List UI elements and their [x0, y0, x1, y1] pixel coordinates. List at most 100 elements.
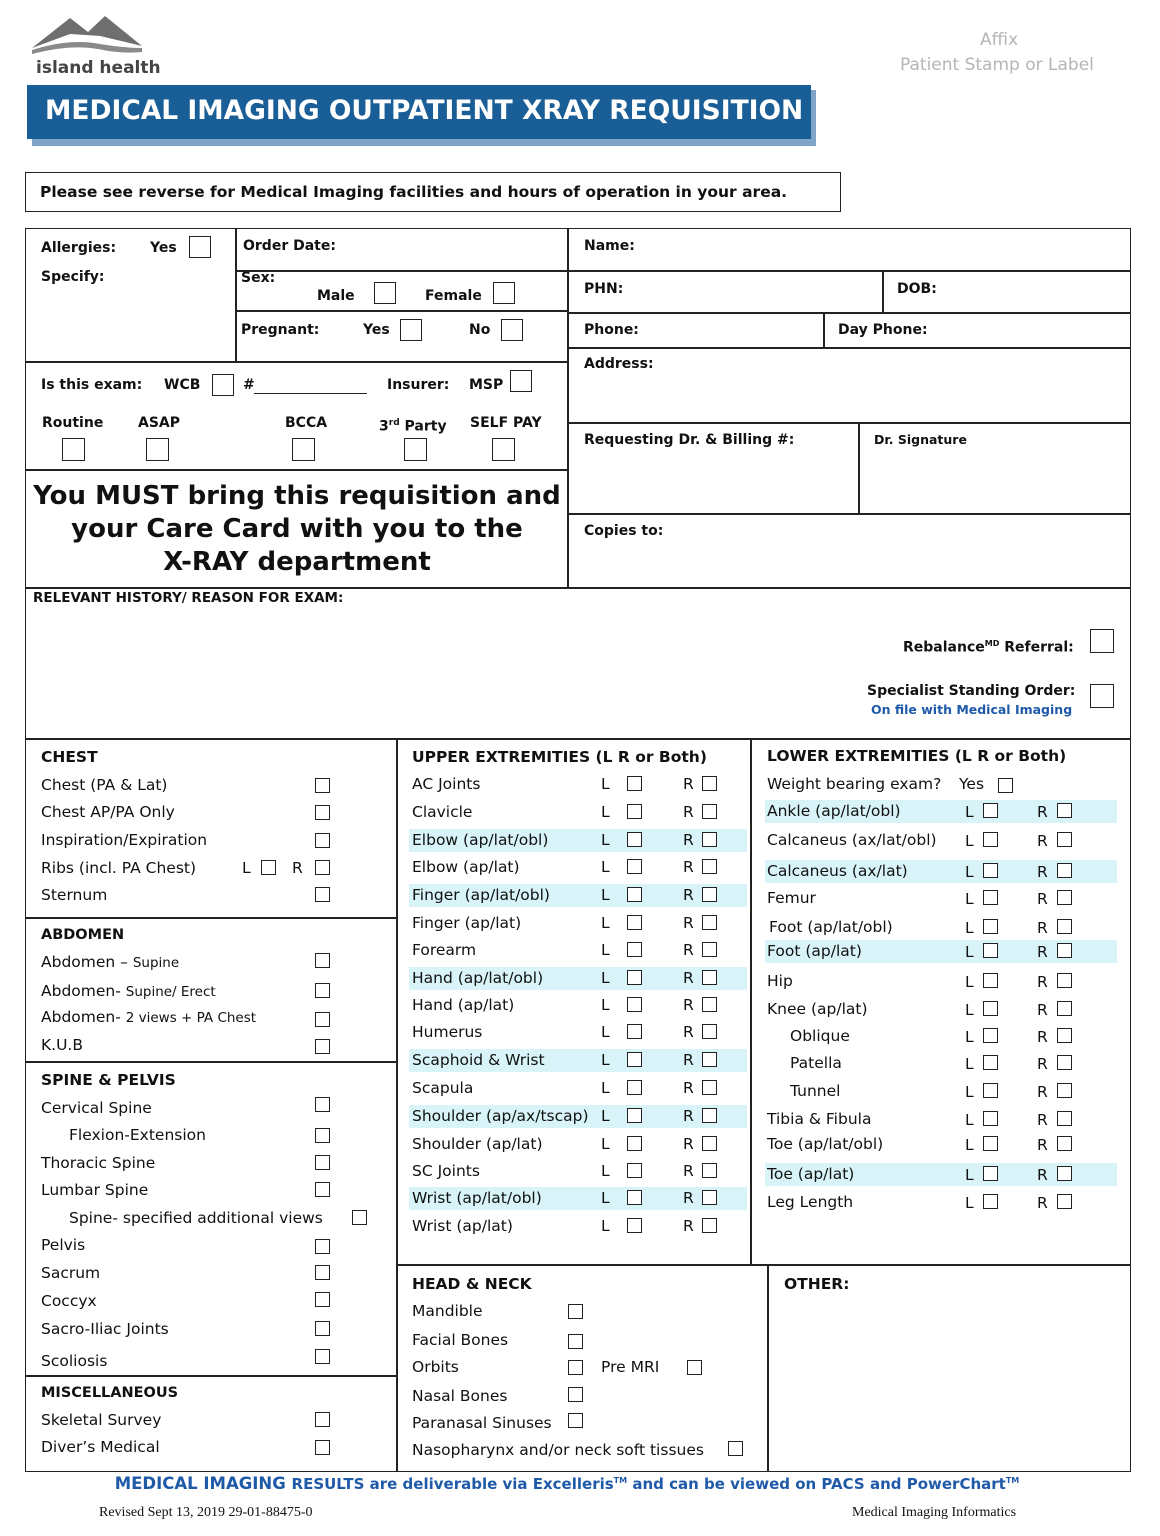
bcca-checkbox[interactable]	[292, 438, 315, 461]
lower-r-checkbox[interactable]	[1057, 1028, 1072, 1043]
upper-r-checkbox[interactable]	[702, 942, 717, 957]
pregnant-no-checkbox[interactable]	[501, 319, 523, 341]
spine-item-checkbox[interactable]	[352, 1210, 367, 1225]
upper-l-checkbox[interactable]	[627, 915, 642, 930]
spine-item-checkbox[interactable]	[315, 1265, 330, 1280]
abdomen-item-checkbox[interactable]	[315, 1012, 330, 1027]
allergies-yes-checkbox[interactable]	[189, 236, 211, 258]
upper-l-checkbox[interactable]	[627, 1163, 642, 1178]
upper-r-checkbox[interactable]	[702, 1024, 717, 1039]
upper-l-checkbox[interactable]	[627, 776, 642, 791]
lower-r-checkbox[interactable]	[1057, 943, 1072, 958]
wcb-number-line[interactable]	[254, 393, 367, 395]
upper-l-checkbox[interactable]	[627, 1052, 642, 1067]
upper-l-checkbox[interactable]	[627, 1108, 642, 1123]
abdomen-item-checkbox[interactable]	[315, 983, 330, 998]
upper-l-checkbox[interactable]	[627, 1218, 642, 1233]
chest-item-checkbox[interactable]	[315, 833, 330, 848]
ribs-r-checkbox[interactable]	[315, 860, 330, 875]
pre-mri-checkbox[interactable]	[687, 1360, 702, 1375]
abdomen-item-checkbox[interactable]	[315, 1039, 330, 1054]
spine-item-checkbox[interactable]	[315, 1292, 330, 1307]
lower-r-checkbox[interactable]	[1057, 1001, 1072, 1016]
rebalance-referral-checkbox[interactable]	[1090, 629, 1114, 653]
lower-l-checkbox[interactable]	[983, 1028, 998, 1043]
lower-l-checkbox[interactable]	[983, 919, 998, 934]
chest-item-checkbox[interactable]	[315, 887, 330, 902]
lower-l-checkbox[interactable]	[983, 1001, 998, 1016]
upper-l-checkbox[interactable]	[627, 1190, 642, 1205]
male-checkbox[interactable]	[374, 282, 396, 304]
spine-item-checkbox[interactable]	[315, 1239, 330, 1254]
lower-l-checkbox[interactable]	[983, 863, 998, 878]
lower-l-checkbox[interactable]	[983, 1136, 998, 1151]
lower-r-checkbox[interactable]	[1057, 1055, 1072, 1070]
upper-r-checkbox[interactable]	[702, 1080, 717, 1095]
spine-item-checkbox[interactable]	[315, 1321, 330, 1336]
head-item-checkbox[interactable]	[568, 1304, 583, 1319]
ribs-l-checkbox[interactable]	[261, 860, 276, 875]
upper-r-checkbox[interactable]	[702, 1163, 717, 1178]
chest-item-checkbox[interactable]	[315, 778, 330, 793]
chest-item-checkbox[interactable]	[315, 805, 330, 820]
head-item-checkbox[interactable]	[568, 1387, 583, 1402]
upper-r-checkbox[interactable]	[702, 997, 717, 1012]
misc-item-checkbox[interactable]	[315, 1412, 330, 1427]
lower-l-checkbox[interactable]	[983, 1166, 998, 1181]
spine-item-checkbox[interactable]	[315, 1349, 330, 1364]
upper-r-checkbox[interactable]	[702, 1136, 717, 1151]
spine-item-checkbox[interactable]	[315, 1182, 330, 1197]
upper-l-checkbox[interactable]	[627, 970, 642, 985]
lower-r-checkbox[interactable]	[1057, 919, 1072, 934]
upper-r-checkbox[interactable]	[702, 970, 717, 985]
upper-l-checkbox[interactable]	[627, 832, 642, 847]
upper-l-checkbox[interactable]	[627, 1080, 642, 1095]
upper-l-checkbox[interactable]	[627, 859, 642, 874]
upper-l-checkbox[interactable]	[627, 997, 642, 1012]
upper-r-checkbox[interactable]	[702, 859, 717, 874]
female-checkbox[interactable]	[493, 282, 515, 304]
lower-l-checkbox[interactable]	[983, 1083, 998, 1098]
upper-r-checkbox[interactable]	[702, 887, 717, 902]
upper-r-checkbox[interactable]	[702, 832, 717, 847]
upper-l-checkbox[interactable]	[627, 887, 642, 902]
lower-l-checkbox[interactable]	[983, 943, 998, 958]
lower-r-checkbox[interactable]	[1057, 863, 1072, 878]
lower-r-checkbox[interactable]	[1057, 832, 1072, 847]
weight-bearing-yes-checkbox[interactable]	[998, 778, 1013, 793]
head-item-checkbox[interactable]	[568, 1360, 583, 1375]
head-item-checkbox[interactable]	[568, 1334, 583, 1349]
spine-item-checkbox[interactable]	[315, 1097, 330, 1112]
lower-l-checkbox[interactable]	[983, 803, 998, 818]
msp-checkbox[interactable]	[510, 370, 532, 392]
lower-l-checkbox[interactable]	[983, 1111, 998, 1126]
upper-l-checkbox[interactable]	[627, 1136, 642, 1151]
lower-l-checkbox[interactable]	[983, 1194, 998, 1209]
head-item-checkbox[interactable]	[728, 1441, 743, 1456]
lower-r-checkbox[interactable]	[1057, 803, 1072, 818]
misc-item-checkbox[interactable]	[315, 1440, 330, 1455]
upper-l-checkbox[interactable]	[627, 1024, 642, 1039]
lower-l-checkbox[interactable]	[983, 832, 998, 847]
upper-r-checkbox[interactable]	[702, 915, 717, 930]
asap-checkbox[interactable]	[146, 438, 169, 461]
upper-r-checkbox[interactable]	[702, 1190, 717, 1205]
lower-r-checkbox[interactable]	[1057, 1083, 1072, 1098]
self-pay-checkbox[interactable]	[492, 438, 515, 461]
specialist-order-checkbox[interactable]	[1090, 684, 1114, 708]
spine-item-checkbox[interactable]	[315, 1155, 330, 1170]
upper-r-checkbox[interactable]	[702, 1108, 717, 1123]
lower-r-checkbox[interactable]	[1057, 1136, 1072, 1151]
routine-checkbox[interactable]	[62, 438, 85, 461]
lower-l-checkbox[interactable]	[983, 1055, 998, 1070]
lower-r-checkbox[interactable]	[1057, 1111, 1072, 1126]
pregnant-yes-checkbox[interactable]	[400, 319, 422, 341]
upper-r-checkbox[interactable]	[702, 1052, 717, 1067]
third-party-checkbox[interactable]	[404, 438, 427, 461]
upper-l-checkbox[interactable]	[627, 942, 642, 957]
wcb-checkbox[interactable]	[212, 374, 234, 396]
abdomen-item-checkbox[interactable]	[315, 953, 330, 968]
lower-r-checkbox[interactable]	[1057, 890, 1072, 905]
upper-l-checkbox[interactable]	[627, 804, 642, 819]
upper-r-checkbox[interactable]	[702, 1218, 717, 1233]
